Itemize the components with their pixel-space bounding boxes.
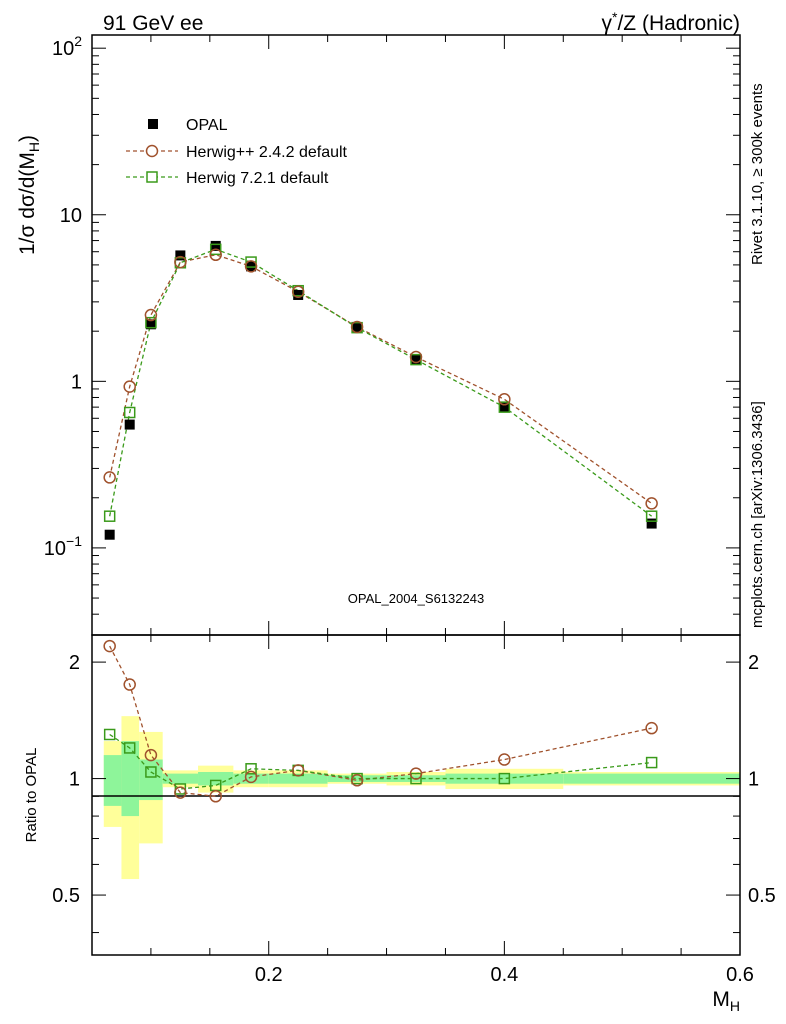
data-point-opal: [499, 402, 510, 413]
data-point-opal: [352, 322, 363, 333]
data-point-opal: [210, 240, 221, 251]
ratio-y-tick-label-right: 2: [748, 652, 759, 674]
data-point-herwigpp: [103, 471, 116, 484]
data-point-herwig7: [145, 316, 157, 329]
data-point-opal: [104, 529, 115, 540]
ratio-x-tick-label: 0.2: [255, 964, 283, 986]
ratio-point-herwigpp: [123, 678, 136, 691]
ratio-point-herwigpp: [144, 748, 158, 762]
legend: OPAL Herwig++ 2.4.2 default Herwig 7.2.1…: [126, 117, 348, 187]
ratio-band-inner: [327, 775, 387, 782]
data-point-herwig7: [645, 510, 658, 522]
ratio-y-tick-label-left: 0.5: [52, 885, 80, 907]
ratio-band-inner: [563, 773, 740, 784]
legend-label-opal: OPAL: [186, 117, 228, 134]
ratio-point-herwigpp: [209, 790, 222, 803]
data-point-herwigpp: [350, 320, 364, 334]
data-point-herwigpp: [123, 380, 136, 393]
ratio-point-herwigpp: [645, 721, 658, 735]
ratio-band-inner: [121, 741, 140, 817]
ratio-x-ticks: 0.2 0.4 0.6: [91, 635, 754, 986]
main-y-tick-label: 10−1: [44, 533, 82, 560]
ratio-point-herwig7: [145, 766, 157, 778]
ratio-line-herwig7: [109, 733, 652, 790]
ratio-line-herwigpp: [109, 645, 652, 797]
ratio-point-herwig7: [245, 763, 257, 775]
ratio-band-inner: [198, 771, 234, 786]
ratio-point-herwig7: [498, 772, 511, 785]
ratio-series-points: [103, 639, 658, 803]
data-point-herwigpp: [174, 255, 187, 269]
ratio-point-herwig7: [645, 756, 658, 769]
data-point-opal: [175, 250, 186, 261]
ratio-y-tick-label-left: 2: [69, 652, 80, 674]
data-point-herwigpp: [244, 260, 258, 273]
data-point-opal: [124, 419, 135, 430]
ratio-y-tick-label-left: 1: [69, 769, 80, 791]
ratio-point-herwigpp: [409, 767, 423, 780]
data-point-herwig7: [498, 401, 511, 413]
main-y-ticks: 10−1 1 10 102: [44, 33, 740, 636]
ratio-point-herwig7: [123, 742, 136, 754]
ratio-frame: [91, 634, 741, 956]
ratio-point-herwig7: [410, 772, 422, 785]
data-point-herwig7: [209, 243, 222, 256]
data-point-herwigpp: [498, 393, 511, 406]
ratio-ylabel: Ratio to OPAL: [23, 748, 40, 843]
data-point-herwigpp: [409, 350, 423, 364]
watermark: OPAL_2004_S6132243: [348, 591, 484, 606]
ratio-point-herwigpp: [244, 770, 258, 784]
main-line-herwigpp: [109, 254, 653, 504]
ratio-x-tick-label: 0.4: [490, 964, 518, 986]
main-line-herwig7: [109, 248, 653, 517]
ratio-point-herwigpp: [291, 764, 305, 777]
ratio-panel: 0.5 0.5 1 1 2 2 0.2 0.4 0.6 Ratio to OPAL MH: [23, 634, 776, 1014]
ratio-series-lines: [109, 645, 652, 797]
ratio-band-inner: [103, 755, 122, 806]
header-right: γ*/Z (Hadronic): [602, 9, 740, 35]
ratio-xlabel: MH: [712, 988, 740, 1014]
main-series-lines: [109, 248, 653, 517]
ratio-y-tick-label-right: 1: [748, 769, 759, 791]
main-ylabel: 1/σ dσ/d(MH): [16, 135, 42, 255]
data-point-herwigpp: [144, 308, 158, 322]
ratio-x-tick-label: 0.6: [726, 964, 754, 986]
data-point-opal: [145, 319, 156, 330]
main-series-points: [103, 240, 658, 540]
ratio-point-herwigpp: [350, 774, 364, 787]
data-point-herwig7: [245, 256, 257, 268]
data-point-herwigpp: [645, 497, 658, 510]
legend-marker-opal: [148, 119, 158, 129]
ratio-band-inner: [139, 759, 163, 801]
ratio-band-inner: [162, 773, 199, 784]
data-point-herwigpp: [291, 285, 305, 298]
legend-label-herwig7: Herwig 7.2.1 default: [186, 170, 329, 187]
ratio-point-herwig7: [103, 728, 116, 741]
main-y-tick-label: 1: [71, 371, 82, 393]
data-point-herwig7: [103, 510, 116, 522]
ratio-band-inner: [233, 773, 269, 784]
ratio-y-ticks: 0.5 0.5 1 1 2 2: [52, 652, 776, 934]
data-point-herwig7: [123, 406, 136, 419]
ratio-point-herwigpp: [174, 786, 187, 799]
data-point-opal: [646, 518, 657, 529]
ratio-band-inner: [268, 773, 328, 784]
ratio-point-herwigpp: [498, 753, 511, 766]
header-left: 91 GeV ee: [103, 12, 203, 35]
legend-label-herwigpp: Herwig++ 2.4.2 default: [186, 144, 348, 161]
main-y-tick-label: 102: [52, 33, 82, 60]
legend-marker-herwigpp: [145, 144, 159, 158]
legend-marker-herwig7: [146, 171, 158, 183]
ratio-point-herwigpp: [103, 639, 116, 653]
ratio-y-tick-label-right: 0.5: [748, 885, 776, 907]
main-y-tick-label: 10: [60, 205, 82, 227]
data-point-herwigpp: [209, 248, 222, 262]
ratio-bands: [103, 716, 740, 880]
rivet-label: Rivet 3.1.10, ≥ 300k events: [749, 83, 766, 265]
source-label: mcplots.cern.ch [arXiv:1306.3436]: [749, 401, 766, 628]
ratio-band-inner: [445, 773, 564, 784]
data-point-opal: [411, 354, 421, 365]
main-panel: 10−1 1 10 102 OPAL_2004_S6132243 1/σ dσ/d(M…: [16, 33, 741, 636]
